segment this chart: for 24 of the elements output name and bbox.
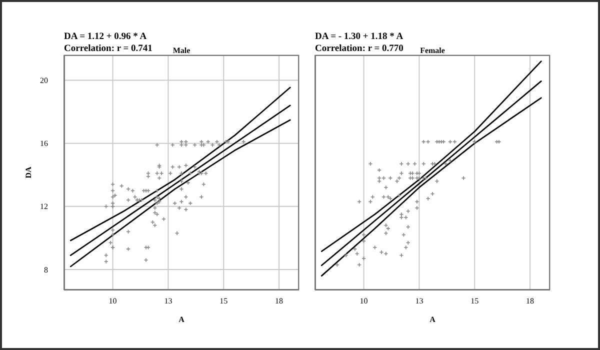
x-axis-title: A <box>178 315 185 324</box>
y-axis-title: DA <box>24 166 33 178</box>
x-tick-label: 18 <box>526 296 534 306</box>
x-tick-label: 10 <box>360 296 368 306</box>
x-tick-label: 13 <box>415 296 424 306</box>
x-tick-label: 13 <box>164 296 172 306</box>
line-series <box>70 119 291 268</box>
x-tick-label: 15 <box>220 296 228 306</box>
line-series <box>70 86 291 242</box>
text: DA = 1.12 + 0.96 * A <box>64 32 147 42</box>
x-tick-label: 15 <box>470 296 479 306</box>
x-tick-label: 10 <box>108 296 117 306</box>
x-tick-label: 18 <box>275 296 284 306</box>
y-tick-label: 20 <box>40 76 48 86</box>
line-series <box>70 104 291 256</box>
chart-title: Female <box>420 46 445 55</box>
y-tick-label: 8 <box>44 265 48 274</box>
text: Correlation: r = 0.770 <box>315 44 404 54</box>
chart-title: Male <box>172 46 190 55</box>
text: DA = - 1.30 + 1.18 * A <box>315 32 404 42</box>
text: Correlation: r = 0.741 <box>64 44 152 54</box>
y-tick-label: 16 <box>40 139 48 148</box>
y-tick-label: 12 <box>40 202 48 212</box>
x-axis-title: A <box>430 315 436 324</box>
